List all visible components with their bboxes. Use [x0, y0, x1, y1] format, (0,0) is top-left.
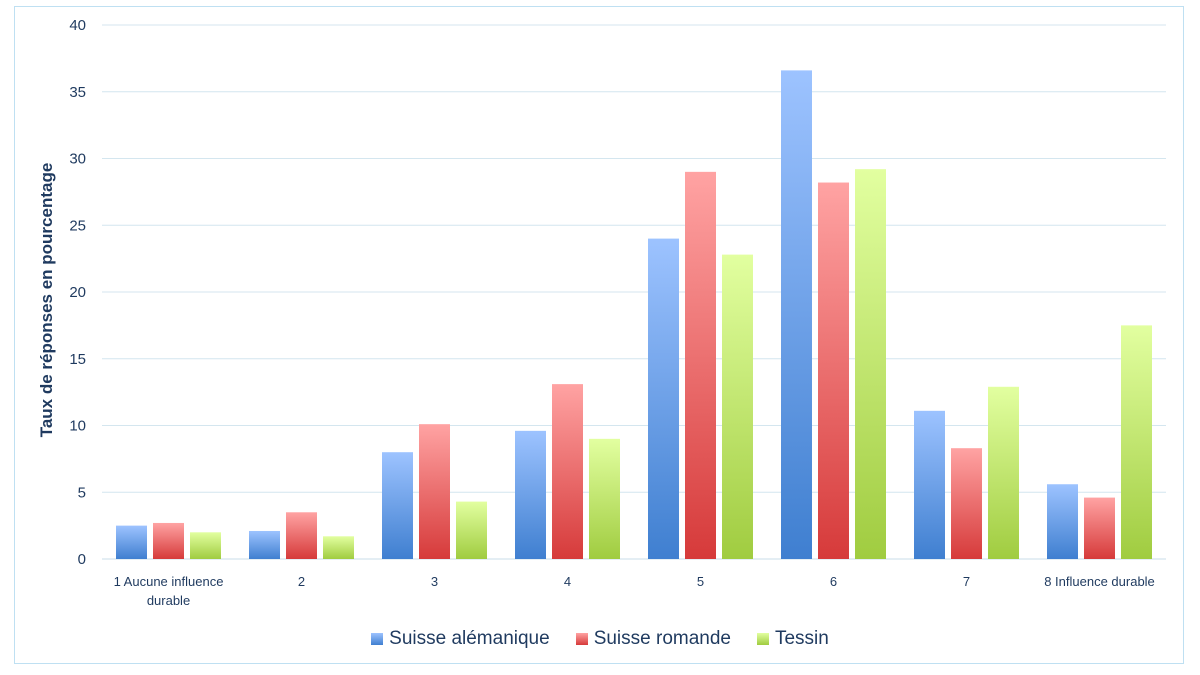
bar [419, 424, 450, 559]
bar [153, 522, 184, 559]
y-axis-label: Taux de réponses en pourcentage [37, 163, 56, 438]
x-tick-label: 3 [431, 574, 438, 589]
legend-item: Suisse romande [575, 628, 731, 650]
legend-item: Tessin [756, 628, 829, 650]
y-tick-label: 10 [69, 418, 86, 435]
bar [1121, 325, 1152, 559]
y-tick-label: 40 [69, 17, 86, 34]
bar [456, 501, 487, 559]
bar [722, 254, 753, 559]
x-tick-label: 6 [830, 574, 837, 589]
bar [552, 384, 583, 559]
y-tick-label: 5 [78, 484, 86, 501]
x-tick-label: 8 Influence durable [1044, 574, 1155, 589]
legend: Suisse alémanique Suisse romande Tessin [0, 626, 1200, 652]
legend-swatch [575, 633, 588, 645]
x-tick-label: durable [147, 593, 190, 608]
legend-label: Tessin [774, 628, 829, 649]
x-tick-label: 4 [564, 574, 571, 589]
bar [286, 512, 317, 559]
legend-swatch [756, 633, 769, 645]
legend-item: Suisse alémanique [371, 628, 550, 650]
bar [1047, 484, 1078, 559]
bar [323, 536, 354, 559]
bar [951, 448, 982, 559]
bar [648, 238, 679, 559]
y-tick-label: 20 [69, 284, 86, 301]
bar [382, 452, 413, 559]
legend-label: Suisse romande [593, 628, 731, 649]
bar [515, 430, 546, 559]
y-tick-label: 35 [69, 84, 86, 101]
bar [1084, 497, 1115, 559]
bar [988, 386, 1019, 559]
y-tick-label: 0 [78, 551, 86, 568]
y-tick-label: 25 [69, 217, 86, 234]
bar [781, 70, 812, 559]
x-tick-label: 5 [697, 574, 704, 589]
bar [685, 171, 716, 559]
bar [116, 525, 147, 559]
y-tick-label: 30 [69, 151, 86, 168]
bar [589, 438, 620, 559]
bar [855, 169, 886, 559]
bar [818, 182, 849, 559]
bar [249, 530, 280, 559]
x-tick-label: 7 [963, 574, 970, 589]
x-tick-label: 1 Aucune influence [114, 574, 224, 589]
bar [190, 532, 221, 559]
legend-swatch [371, 633, 384, 645]
legend-label: Suisse alémanique [389, 628, 550, 649]
bar [914, 410, 945, 559]
y-tick-label: 15 [69, 351, 86, 368]
x-tick-label: 2 [298, 574, 305, 589]
